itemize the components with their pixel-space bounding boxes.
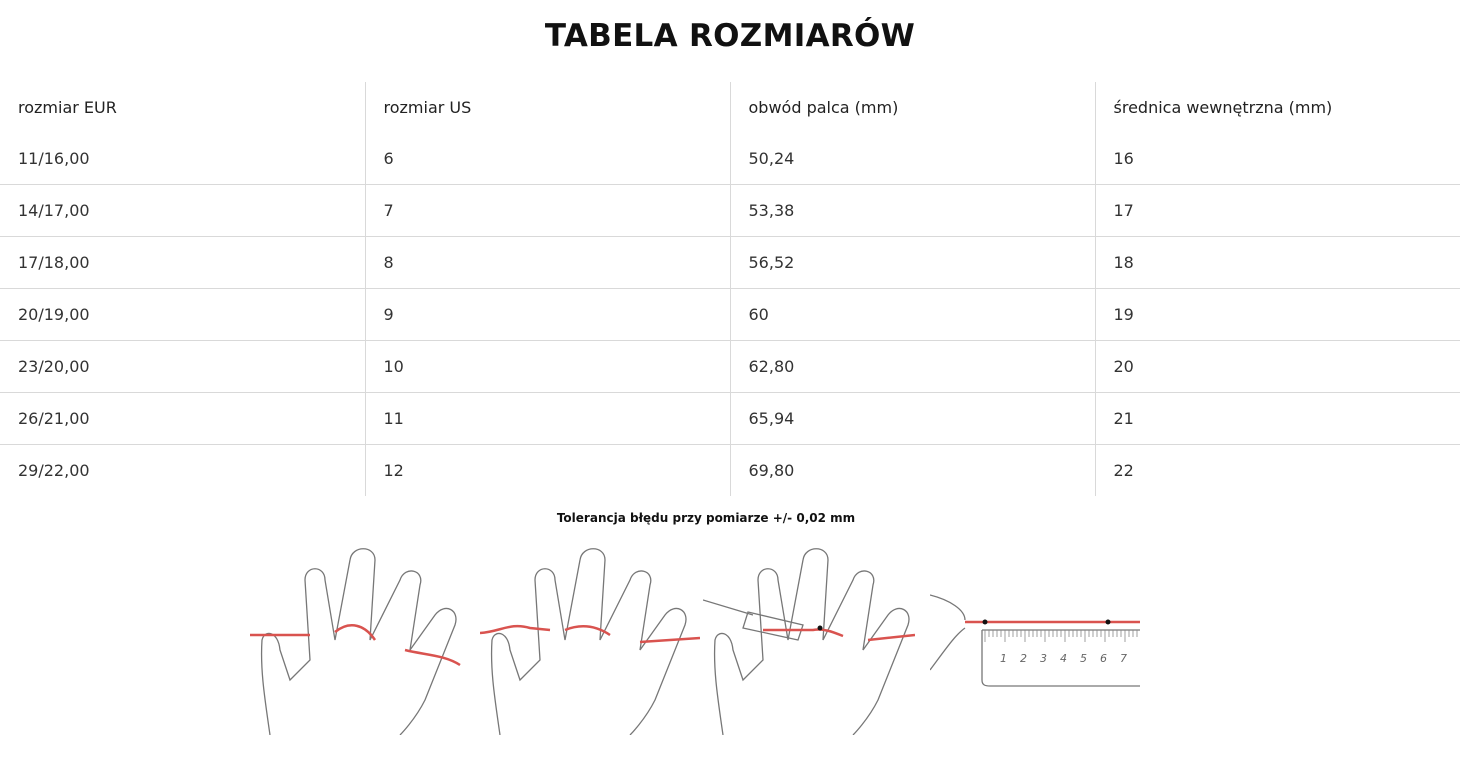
cell-diameter: 17	[1094, 184, 1460, 237]
cell-us: 7	[364, 184, 730, 237]
cell-us: 9	[364, 288, 730, 341]
cell-us: 8	[364, 236, 730, 289]
cell-eur: 14/17,00	[0, 184, 365, 237]
ruler-label: 4	[1060, 652, 1067, 665]
header-us: rozmiar US	[364, 82, 730, 133]
tolerance-note: Tolerancja błędu przy pomiarze +/- 0,02 …	[556, 511, 856, 525]
table-row: 26/21,00 11 65,94 21	[0, 392, 1460, 445]
table-row: 14/17,00 7 53,38 17	[0, 184, 1460, 237]
cell-diameter: 21	[1094, 392, 1460, 445]
cell-circumference: 56,52	[729, 236, 1095, 289]
cell-circumference: 62,80	[729, 340, 1095, 393]
cell-eur: 26/21,00	[0, 392, 365, 445]
header-circumference: obwód palca (mm)	[729, 82, 1095, 133]
ruler-label: 7	[1120, 652, 1127, 665]
table-row: 17/18,00 8 56,52 18	[0, 236, 1460, 289]
page-title: TABELA ROZMIARÓW	[544, 18, 916, 54]
table-row: 11/16,00 6 50,24 16	[0, 133, 1460, 185]
ruler-label: 6	[1100, 652, 1107, 665]
cell-circumference: 60	[729, 288, 1095, 341]
size-table: rozmiar EUR rozmiar US obwód palca (mm) …	[0, 82, 1460, 496]
table-row: 20/19,00 9 60 19	[0, 288, 1460, 341]
table-row: 29/22,00 12 69,80 22	[0, 444, 1460, 496]
table-header-row: rozmiar EUR rozmiar US obwód palca (mm) …	[0, 82, 1460, 133]
cell-circumference: 50,24	[729, 133, 1095, 185]
ruler-label: 3	[1040, 652, 1047, 665]
header-eur: rozmiar EUR	[18, 98, 117, 117]
cell-us: 10	[364, 340, 730, 393]
header-diameter: średnica wewnętrzna (mm)	[1094, 82, 1460, 133]
cell-us: 11	[364, 392, 730, 445]
ruler-label: 2	[1020, 652, 1027, 665]
cell-diameter: 16	[1094, 133, 1460, 185]
ruler-label: 5	[1080, 652, 1087, 665]
cell-us: 12	[364, 444, 730, 496]
cell-diameter: 22	[1094, 444, 1460, 496]
cell-diameter: 20	[1094, 340, 1460, 393]
ruler-label: 1	[1000, 652, 1007, 665]
table-row: 23/20,00 10 62,80 20	[0, 340, 1460, 393]
cell-eur: 23/20,00	[0, 340, 365, 393]
cell-circumference: 53,38	[729, 184, 1095, 237]
cell-eur: 11/16,00	[0, 133, 365, 185]
cell-eur: 29/22,00	[18, 461, 90, 480]
hand-marking-illustration	[703, 540, 915, 735]
cell-eur: 17/18,00	[0, 236, 365, 289]
cell-circumference: 69,80	[729, 444, 1095, 496]
hand-string-illustration-1	[250, 540, 475, 735]
cell-eur: 20/19,00	[0, 288, 365, 341]
hand-string-illustration-2	[480, 540, 700, 735]
cell-diameter: 19	[1094, 288, 1460, 341]
cell-diameter: 18	[1094, 236, 1460, 289]
cell-circumference: 65,94	[729, 392, 1095, 445]
cell-us: 6	[364, 133, 730, 185]
